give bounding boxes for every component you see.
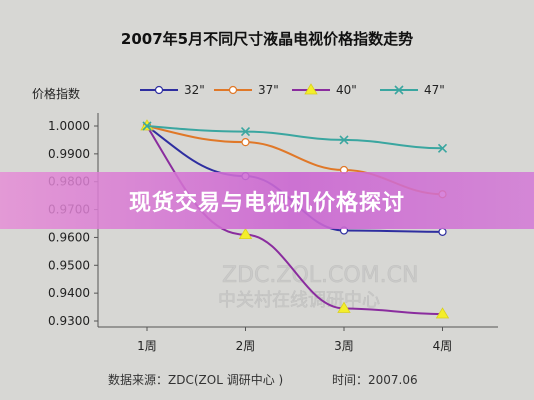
data-point [337, 301, 351, 313]
legend-marker [304, 83, 318, 95]
watermark-line-2: 中关村在线调研中心 [218, 290, 380, 311]
data-point [241, 138, 250, 147]
y-axis-label: 价格指数 [32, 86, 80, 101]
legend-label: 47" [424, 83, 445, 97]
x-tick-label: 4周 [433, 339, 453, 353]
data-point [240, 127, 251, 137]
y-tick-label: 0.9500 [48, 258, 90, 272]
x-tick-label: 1周 [137, 339, 157, 353]
y-tick-label: 0.9300 [48, 314, 90, 328]
legend-marker [154, 85, 164, 95]
data-time: 时间：2007.06 [332, 373, 418, 387]
title-banner: 现货交易与电视机价格探讨 [0, 172, 534, 229]
data-point [339, 135, 349, 145]
data-point [435, 307, 450, 319]
x-tick-label: 3周 [334, 339, 354, 353]
legend-label: 37" [258, 83, 279, 97]
watermark: ZDC.ZOL.COM.CN 中关村在线调研中心 [218, 263, 419, 312]
legend: 32" 37" 40" 47" [140, 83, 445, 97]
data-point [438, 227, 447, 236]
x-tick-label: 2周 [236, 339, 256, 353]
data-point [238, 227, 253, 240]
legend-marker [228, 85, 238, 95]
data-source: 数据来源：ZDC(ZOL 调研中心 ) [108, 372, 283, 387]
legend-label: 32" [184, 83, 205, 97]
y-tick-label: 1.0000 [48, 119, 90, 133]
legend-marker [394, 85, 404, 95]
data-point [437, 143, 448, 153]
y-tick-label: 0.9400 [48, 286, 90, 300]
banner-title: 现货交易与电视机价格探讨 [128, 190, 405, 216]
y-tick-label: 0.9900 [48, 147, 90, 161]
data-point [142, 121, 152, 131]
watermark-line-1: ZDC.ZOL.COM.CN [222, 263, 418, 288]
legend-label: 40" [336, 83, 357, 97]
y-tick-label: 0.9600 [48, 230, 90, 244]
x-tick-labels: 1周 2周 3周 4周 [137, 339, 452, 353]
chart-title: 2007年5月不同尺寸液晶电视价格指数走势 [121, 30, 413, 48]
series-line [146, 125, 443, 150]
